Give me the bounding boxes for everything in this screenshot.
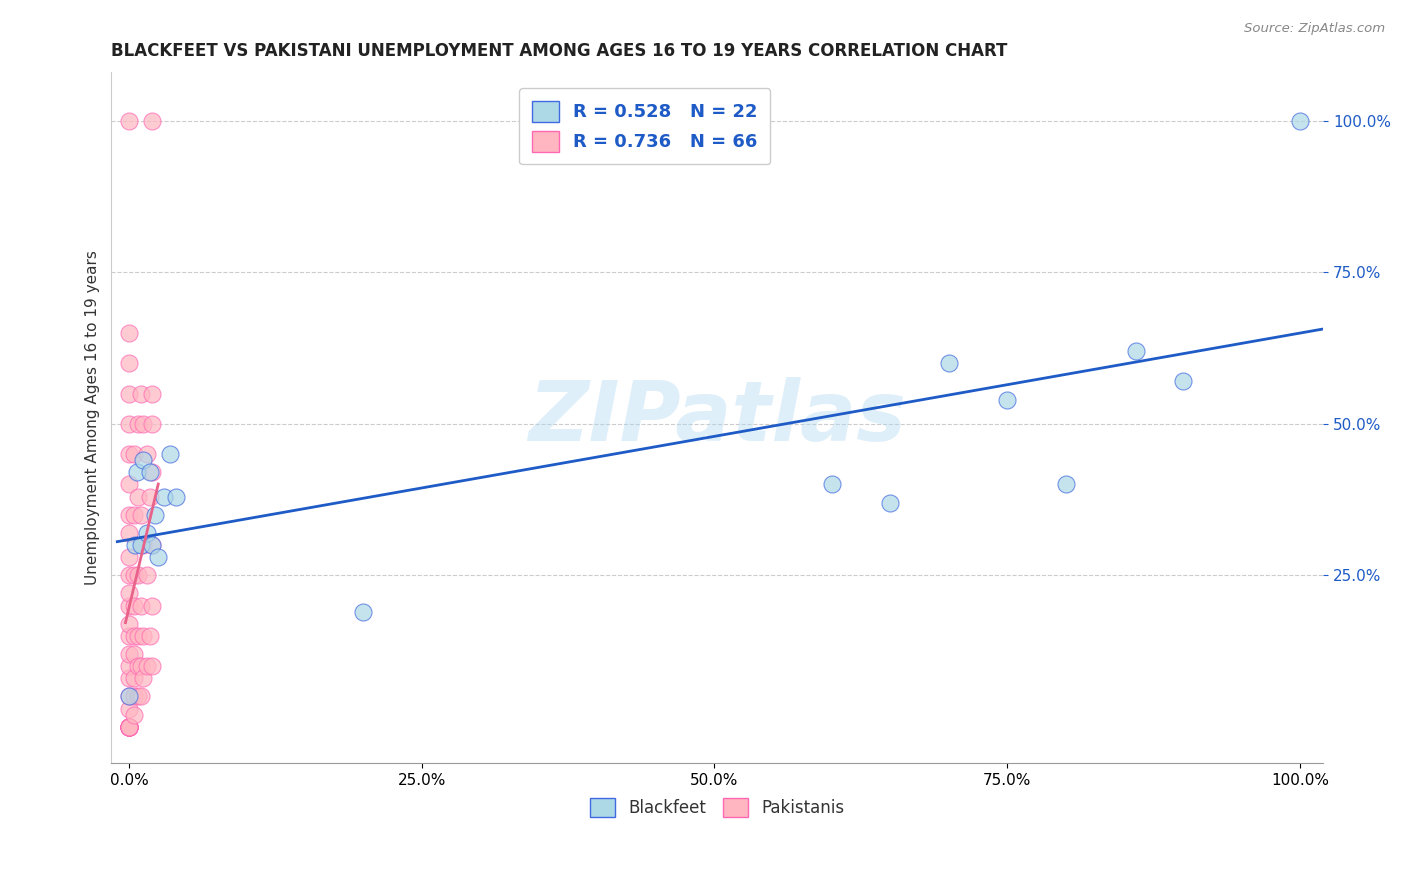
Point: [118, 386, 141, 401]
Point: [118, 720, 141, 734]
Y-axis label: Unemployment Among Ages 16 to 19 years: Unemployment Among Ages 16 to 19 years: [86, 251, 100, 585]
Point: [141, 659, 163, 673]
Point: [135, 525, 157, 540]
Point: [118, 690, 141, 704]
Point: [118, 525, 141, 540]
Point: [132, 671, 155, 685]
Point: [118, 477, 141, 491]
Point: [118, 550, 141, 565]
Point: [159, 447, 181, 461]
Point: [118, 417, 141, 431]
Point: [118, 586, 141, 600]
Point: [118, 659, 141, 673]
Point: [143, 508, 166, 522]
Point: [153, 490, 176, 504]
Point: [139, 490, 162, 504]
Point: [118, 356, 141, 370]
Point: [118, 599, 141, 613]
Point: [148, 550, 170, 565]
Point: [879, 495, 901, 509]
Point: [122, 690, 145, 704]
Point: [129, 508, 152, 522]
Text: BLACKFEET VS PAKISTANI UNEMPLOYMENT AMONG AGES 16 TO 19 YEARS CORRELATION CHART: BLACKFEET VS PAKISTANI UNEMPLOYMENT AMON…: [111, 42, 1008, 60]
Point: [127, 417, 149, 431]
Point: [127, 465, 149, 479]
Point: [1171, 375, 1194, 389]
Point: [122, 508, 145, 522]
Point: [118, 720, 141, 734]
Point: [122, 568, 145, 582]
Point: [118, 114, 141, 128]
Point: [122, 707, 145, 722]
Point: [995, 392, 1018, 407]
Point: [132, 453, 155, 467]
Point: [118, 568, 141, 582]
Point: [118, 720, 141, 734]
Point: [118, 629, 141, 643]
Point: [1054, 477, 1077, 491]
Point: [127, 690, 149, 704]
Legend: Blackfeet, Pakistanis: Blackfeet, Pakistanis: [583, 791, 851, 824]
Point: [118, 720, 141, 734]
Point: [132, 629, 155, 643]
Point: [122, 671, 145, 685]
Text: Source: ZipAtlas.com: Source: ZipAtlas.com: [1244, 22, 1385, 36]
Point: [118, 701, 141, 715]
Point: [118, 720, 141, 734]
Point: [1289, 114, 1312, 128]
Point: [141, 114, 163, 128]
Point: [118, 720, 141, 734]
Point: [139, 465, 162, 479]
Point: [135, 568, 157, 582]
Point: [129, 659, 152, 673]
Point: [122, 647, 145, 661]
Point: [118, 616, 141, 631]
Point: [127, 659, 149, 673]
Point: [141, 538, 163, 552]
Point: [165, 490, 187, 504]
Point: [352, 605, 374, 619]
Point: [118, 720, 141, 734]
Point: [129, 386, 152, 401]
Text: ZIPatlas: ZIPatlas: [529, 377, 907, 458]
Point: [132, 417, 155, 431]
Point: [820, 477, 842, 491]
Point: [122, 629, 145, 643]
Point: [122, 447, 145, 461]
Point: [141, 386, 163, 401]
Point: [124, 538, 146, 552]
Point: [141, 465, 163, 479]
Point: [118, 720, 141, 734]
Point: [118, 447, 141, 461]
Point: [141, 538, 163, 552]
Point: [139, 629, 162, 643]
Point: [135, 659, 157, 673]
Point: [129, 538, 152, 552]
Point: [127, 490, 149, 504]
Point: [118, 647, 141, 661]
Point: [127, 568, 149, 582]
Point: [141, 599, 163, 613]
Point: [118, 508, 141, 522]
Point: [118, 690, 141, 704]
Point: [135, 447, 157, 461]
Point: [118, 720, 141, 734]
Point: [118, 671, 141, 685]
Point: [141, 417, 163, 431]
Point: [122, 599, 145, 613]
Point: [1125, 344, 1147, 359]
Point: [127, 629, 149, 643]
Point: [129, 599, 152, 613]
Point: [118, 720, 141, 734]
Point: [132, 538, 155, 552]
Point: [938, 356, 960, 370]
Point: [118, 326, 141, 340]
Point: [129, 690, 152, 704]
